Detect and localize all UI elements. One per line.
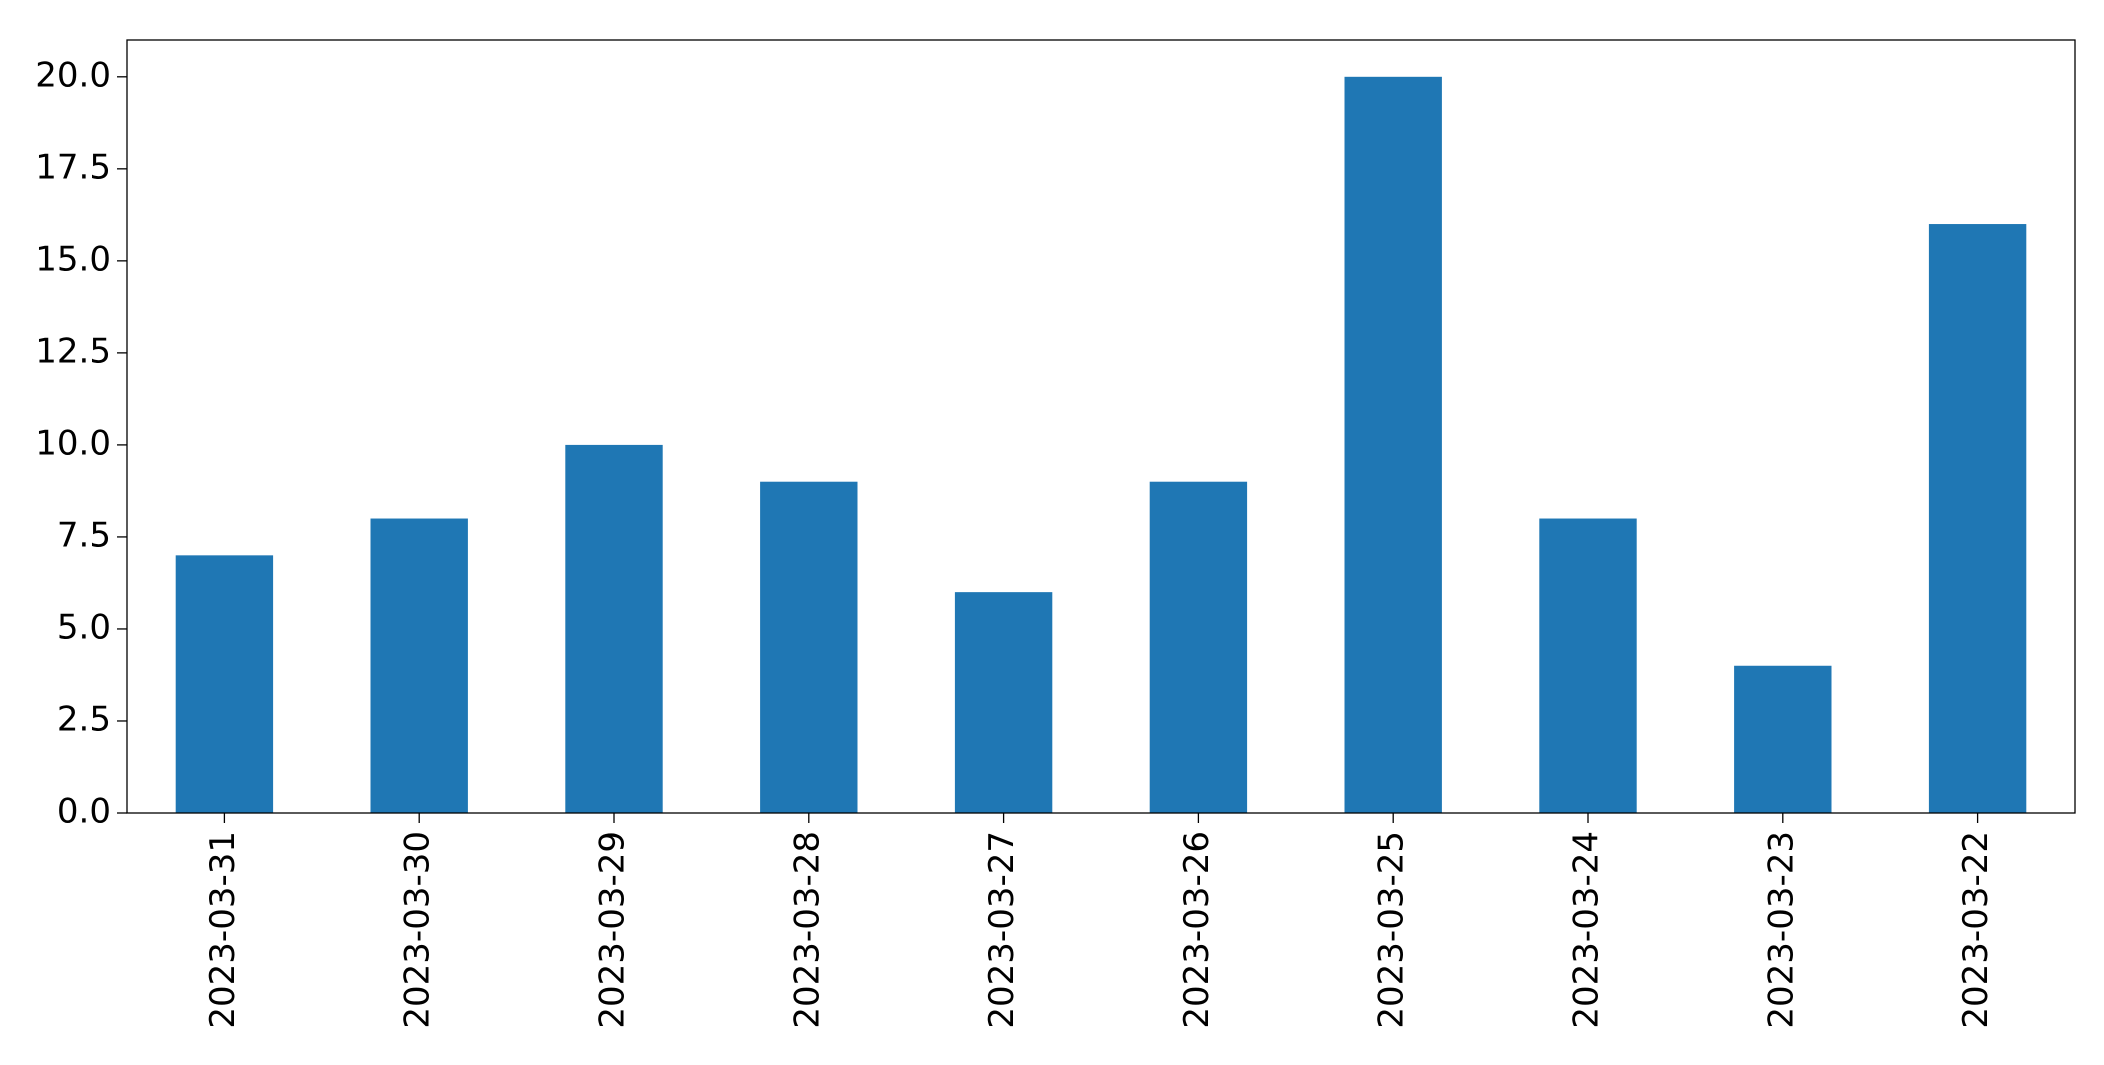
bar xyxy=(1539,518,1637,813)
bar xyxy=(370,518,468,813)
y-tick-label: 10.0 xyxy=(35,423,111,463)
bar xyxy=(1928,224,2027,814)
plot-frame xyxy=(126,39,2076,814)
y-tick-label: 0.0 xyxy=(57,792,111,832)
x-tick-label: 2023-03-26 xyxy=(1177,831,1217,1029)
y-tick-label: 7.5 xyxy=(57,515,111,555)
y-tick-label: 2.5 xyxy=(57,699,111,739)
x-tick-label: 2023-03-31 xyxy=(203,831,243,1029)
y-tick-label: 5.0 xyxy=(57,607,111,647)
y-tick-label: 12.5 xyxy=(35,331,111,371)
bar xyxy=(565,444,663,813)
x-tick-label: 2023-03-30 xyxy=(398,831,438,1029)
x-tick-label: 2023-03-23 xyxy=(1761,831,1801,1029)
bar xyxy=(954,592,1053,813)
x-tick-label: 2023-03-24 xyxy=(1567,831,1607,1029)
bar xyxy=(760,481,858,813)
x-tick-label: 2023-03-22 xyxy=(1956,831,1996,1029)
x-tick-label: 2023-03-28 xyxy=(787,831,827,1029)
bar xyxy=(175,555,274,813)
bar xyxy=(1149,481,1248,813)
y-tick-label: 15.0 xyxy=(35,239,111,279)
bar xyxy=(1734,665,1832,813)
bar xyxy=(1344,76,1442,814)
y-tick-label: 17.5 xyxy=(35,147,111,187)
x-tick-label: 2023-03-27 xyxy=(982,831,1022,1029)
x-tick-label: 2023-03-25 xyxy=(1372,831,1412,1029)
x-tick-label: 2023-03-29 xyxy=(593,831,633,1029)
y-tick-label: 20.0 xyxy=(35,55,111,95)
